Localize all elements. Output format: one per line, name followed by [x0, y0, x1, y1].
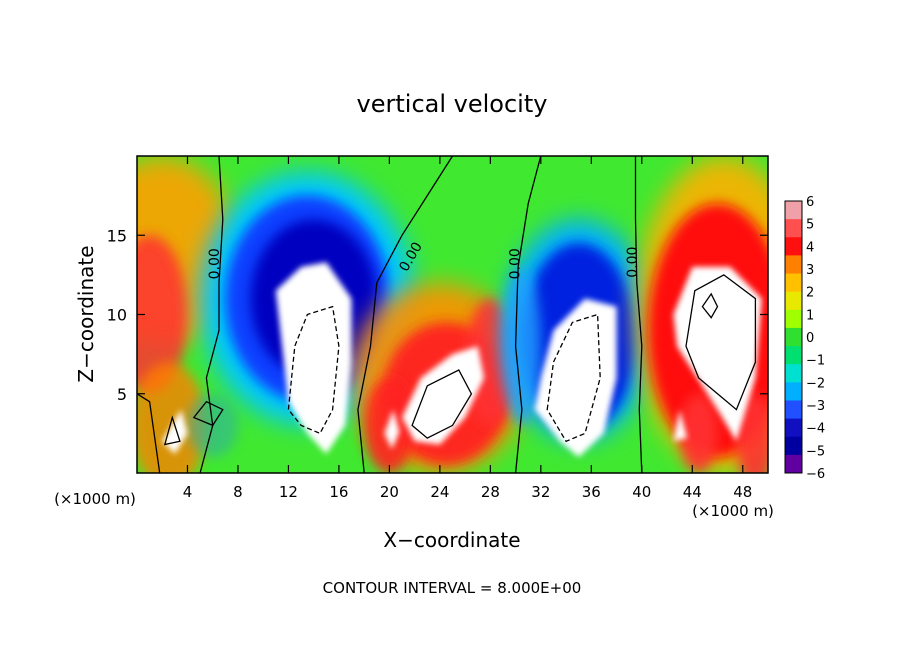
updraft-core-3 [402, 346, 485, 445]
plot-area [137, 156, 768, 473]
colorbar-label: 6 [806, 195, 814, 210]
y-tick-label: 10 [107, 306, 127, 325]
colorbar-swatch [785, 237, 802, 256]
colorbar-swatch [785, 291, 802, 311]
colorbar-swatch [785, 273, 802, 293]
x-tick-label: 36 [582, 483, 601, 501]
x-tick-label: 20 [380, 483, 399, 501]
updraft-core-1 [534, 298, 617, 458]
x-unit-label-left: (×1000 m) [54, 490, 136, 508]
x-tick-label: 28 [481, 483, 500, 501]
solid-contour-3 [411, 369, 473, 439]
colorbar-label: 5 [806, 218, 814, 233]
x-axis-title: X−coordinate [383, 528, 520, 552]
x-tick-label: 44 [683, 483, 702, 501]
solid-contour-4 [192, 400, 224, 427]
updraft-core-5 [384, 409, 400, 450]
zero-contour-2 [514, 156, 542, 473]
x-tick-label: 16 [329, 483, 348, 501]
colorbar-label: 2 [806, 286, 814, 301]
colorbar-label: −5 [806, 444, 825, 459]
colorbar-swatch [785, 400, 802, 419]
zero-contour-3 [634, 156, 643, 473]
x-tick-label: 48 [733, 483, 752, 501]
chart-title: vertical velocity [357, 90, 548, 118]
field-blob-1 [137, 235, 188, 394]
colorbar-label: 4 [806, 240, 814, 255]
colorbar: 6 5 4 3 2 1 0 −1 −2 −3 −4 −5 −6 [784, 195, 825, 482]
x-tick-label: 32 [531, 483, 550, 501]
colorbar-label: −4 [806, 422, 825, 437]
colorbar-swatch [785, 201, 802, 220]
updraft-core-6 [673, 409, 688, 442]
colorbar-swatch [785, 418, 802, 438]
colorbar-swatch [785, 309, 802, 329]
field-blob-9 [465, 298, 516, 426]
solid-contour-0 [685, 274, 757, 411]
colorbar-swatch [785, 364, 802, 383]
updraft-core-4 [162, 409, 188, 454]
x-tick-label: 40 [632, 483, 651, 501]
colorbar-swatch [785, 219, 802, 238]
solid-contour-1 [701, 292, 719, 319]
field-blob-16 [502, 266, 541, 426]
colorbar-label: 3 [806, 263, 814, 278]
contour-interval-note: CONTOUR INTERVAL = 8.000E+00 [323, 579, 582, 597]
colorbar-label: 1 [806, 308, 814, 323]
zero-contour-4 [137, 393, 161, 473]
colorbar-label: −2 [806, 376, 825, 391]
colorbar-label: −6 [806, 467, 825, 482]
y-tick-label: 5 [117, 385, 127, 404]
contour-lines [137, 156, 757, 473]
dashed-contour-1 [546, 313, 601, 443]
solid-contour-2 [163, 415, 181, 446]
colorbar-swatch [785, 454, 802, 474]
dashed-contour-0 [287, 305, 340, 435]
colorbar-swatch [785, 255, 802, 274]
colorbar-swatch [785, 327, 802, 347]
colorbar-label: 0 [806, 331, 814, 346]
colorbar-swatch [785, 346, 802, 365]
colorbar-label: −1 [806, 354, 825, 369]
colorbar-label: −3 [806, 399, 825, 414]
x-tick-label: 12 [279, 483, 298, 501]
colorbar-swatch [785, 382, 802, 401]
x-tick-label: 8 [233, 483, 243, 501]
y-axis: 5 10 15 [107, 226, 768, 404]
y-tick-label: 15 [107, 226, 127, 245]
velocity-field [137, 156, 768, 473]
updraft-core-2 [673, 266, 762, 442]
field-blob-14 [679, 393, 718, 473]
zero-contour-label: 0.00 [625, 247, 641, 278]
x-tick-label: 24 [430, 483, 449, 501]
zero-contour-label: 0.00 [207, 248, 223, 279]
x-unit-label-right: (×1000 m) [692, 502, 774, 520]
x-axis: 4 8 12 16 20 24 28 32 36 40 44 48 [183, 156, 752, 501]
zero-contour-1 [357, 156, 454, 473]
y-axis-title: Z−coordinate [74, 245, 98, 382]
zero-contour-label: 0.00 [507, 248, 523, 279]
x-tick-label: 4 [183, 483, 193, 501]
colorbar-frame [784, 200, 803, 474]
colorbar-swatch [785, 436, 802, 456]
